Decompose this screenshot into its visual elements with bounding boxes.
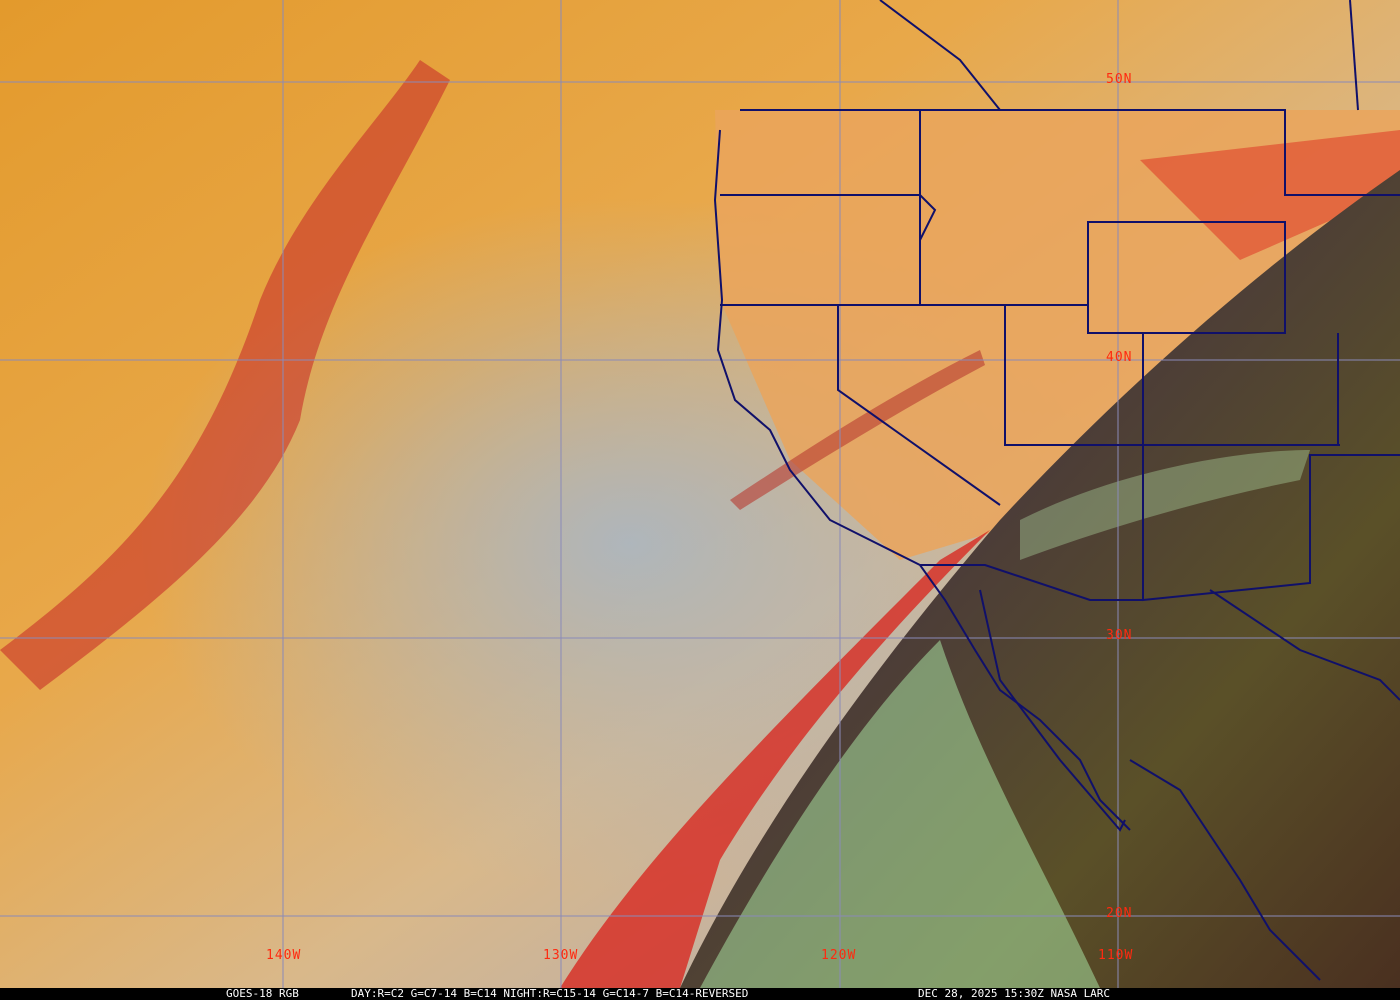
latitude-label-40n: 40N [1106,350,1133,365]
caption-bar: GOES-18 RGB DAY:R=C2 G=C7-14 B=C14 NIGHT… [0,988,1400,1000]
latitude-label-50n: 50N [1106,72,1133,87]
latitude-label-20n: 20N [1106,906,1133,921]
cloud-band [560,530,990,988]
longitude-label-130w: 130W [543,948,579,963]
longitude-label-110w: 110W [1098,948,1134,963]
longitude-label-140w: 140W [266,948,302,963]
latitude-label-30n: 30N [1106,628,1133,643]
timestamp: DEC 28, 2025 15:30Z NASA LARC [918,987,1111,1000]
rgb-recipe: DAY:R=C2 G=C7-14 B=C14 NIGHT:R=C15-14 G=… [351,987,749,1000]
political-borders [713,0,1400,981]
longitude-label-120w: 120W [821,948,857,963]
cloud-band [0,60,450,690]
product-name: GOES-18 RGB [226,987,299,1000]
